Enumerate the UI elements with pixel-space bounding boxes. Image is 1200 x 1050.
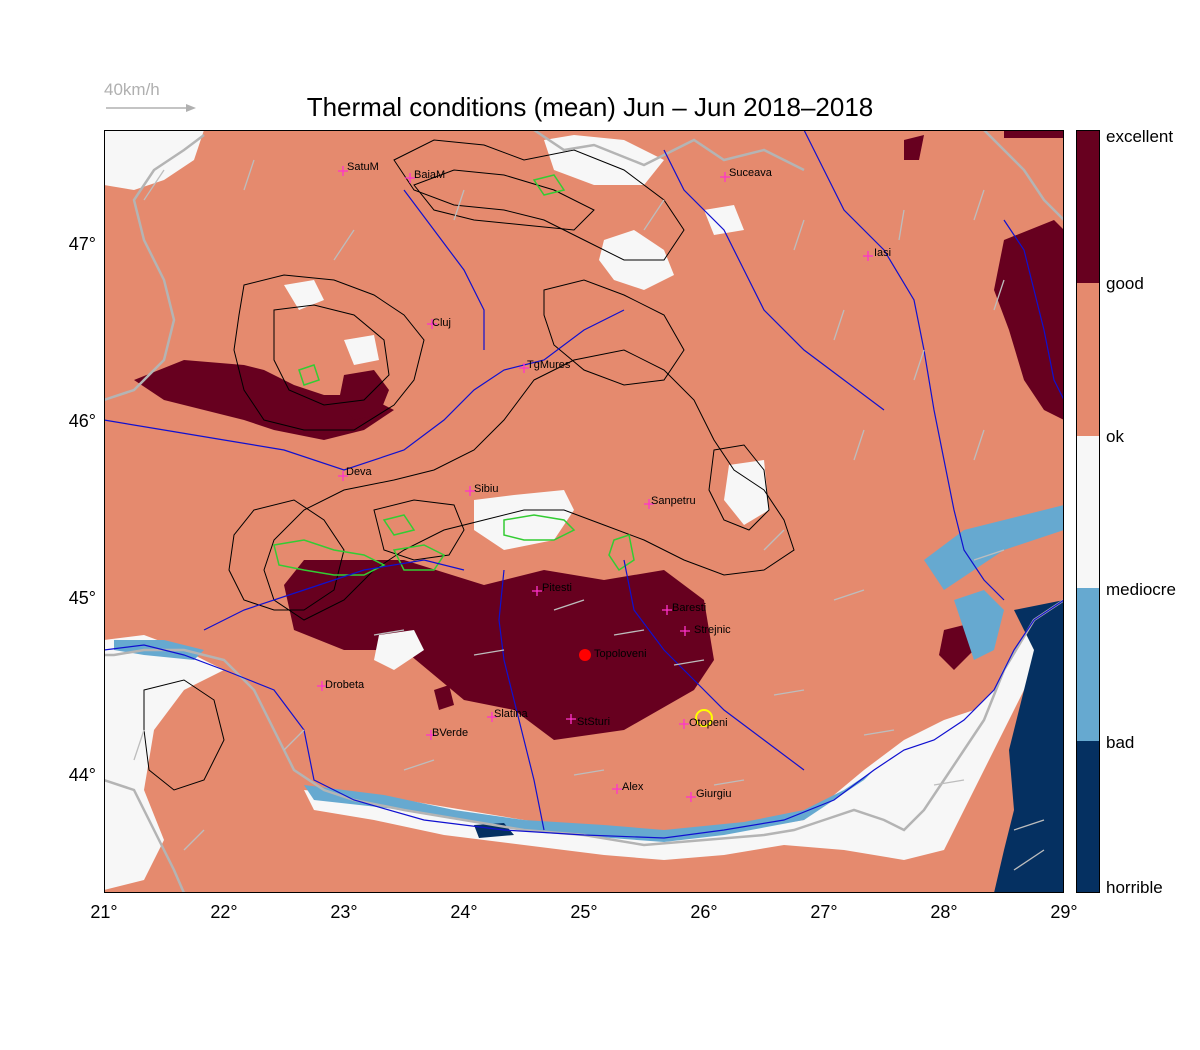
city-label-strejnic: Strejnic — [694, 624, 731, 636]
legend-label-bad: bad — [1106, 733, 1135, 752]
city-label-topoloveni: Topoloveni — [594, 648, 647, 660]
x-tick-21: 21° — [90, 902, 118, 922]
ok-areas — [104, 130, 1064, 890]
country-borders — [104, 130, 1064, 893]
legend-colorbar — [1076, 130, 1100, 893]
city-label-ststuri: StSturi — [577, 716, 610, 728]
city-label-cluj: Cluj — [432, 317, 451, 329]
x-tick-28: 28° — [930, 902, 958, 922]
y-tick-44: 44° — [68, 765, 96, 785]
wind-vectors — [133, 159, 1045, 871]
city-label-baiam: BaiaM — [414, 169, 445, 181]
city-label-alex: Alex — [622, 781, 644, 793]
city-label-bverde: BVerde — [432, 727, 468, 739]
x-tick-25: 25° — [570, 902, 598, 922]
legend-label-good: good — [1106, 274, 1144, 293]
legend-label-horrible: horrible — [1106, 878, 1163, 897]
city-markers — [317, 166, 873, 802]
legend-swatch-ok — [1076, 436, 1100, 588]
city-label-suceava: Suceava — [729, 167, 773, 179]
thermal-map: SatuM BaiaM Suceava Iasi Cluj TgMures De… — [104, 130, 1064, 893]
legend-swatch-bad — [1076, 588, 1100, 741]
city-label-otopeni: Otopeni — [689, 717, 728, 729]
legend-swatch-excellent — [1076, 130, 1100, 283]
high-terrain-lines — [273, 174, 635, 576]
city-label-giurgiu: Giurgiu — [696, 788, 731, 800]
home-marker — [579, 649, 591, 661]
x-tick-26: 26° — [690, 902, 718, 922]
wind-scale-label: 40km/h — [104, 80, 160, 99]
legend-label-ok: ok — [1106, 427, 1124, 446]
contour-lines — [143, 139, 795, 791]
city-label-satum: SatuM — [347, 161, 379, 173]
legend-label-excellent: excellent — [1106, 127, 1174, 146]
city-label-iasi: Iasi — [874, 247, 891, 259]
x-tick-24: 24° — [450, 902, 478, 922]
highlight-ring — [695, 709, 713, 727]
x-tick-27: 27° — [810, 902, 838, 922]
legend-swatch-good — [1076, 283, 1100, 436]
city-label-sibiu: Sibiu — [474, 483, 498, 495]
y-tick-46: 46° — [68, 411, 96, 431]
city-label-deva: Deva — [346, 466, 373, 478]
map-frame — [104, 130, 1064, 893]
x-tick-23: 23° — [330, 902, 358, 922]
legend-swatch-horrible — [1076, 741, 1100, 893]
x-tick-22: 22° — [210, 902, 238, 922]
rivers — [104, 130, 1064, 839]
bad-areas — [114, 505, 1064, 842]
city-label-drobeta: Drobeta — [325, 679, 365, 691]
legend-label-mediocre: mediocre — [1106, 580, 1176, 599]
excellent-areas — [134, 130, 1064, 740]
city-label-sanpetru: Sanpetru — [651, 495, 696, 507]
city-label-slatina: Slatina — [494, 708, 529, 720]
city-label-tgmures: TgMures — [527, 359, 571, 371]
wind-scale-arrow-icon — [106, 104, 196, 112]
city-label-pitesti: Pitesti — [542, 582, 572, 594]
x-tick-29: 29° — [1050, 902, 1078, 922]
city-label-baresti: Baresti — [672, 602, 706, 614]
chart-title: Thermal conditions (mean) Jun – Jun 2018… — [306, 92, 874, 122]
y-tick-45: 45° — [68, 588, 96, 608]
y-tick-47: 47° — [68, 234, 96, 254]
